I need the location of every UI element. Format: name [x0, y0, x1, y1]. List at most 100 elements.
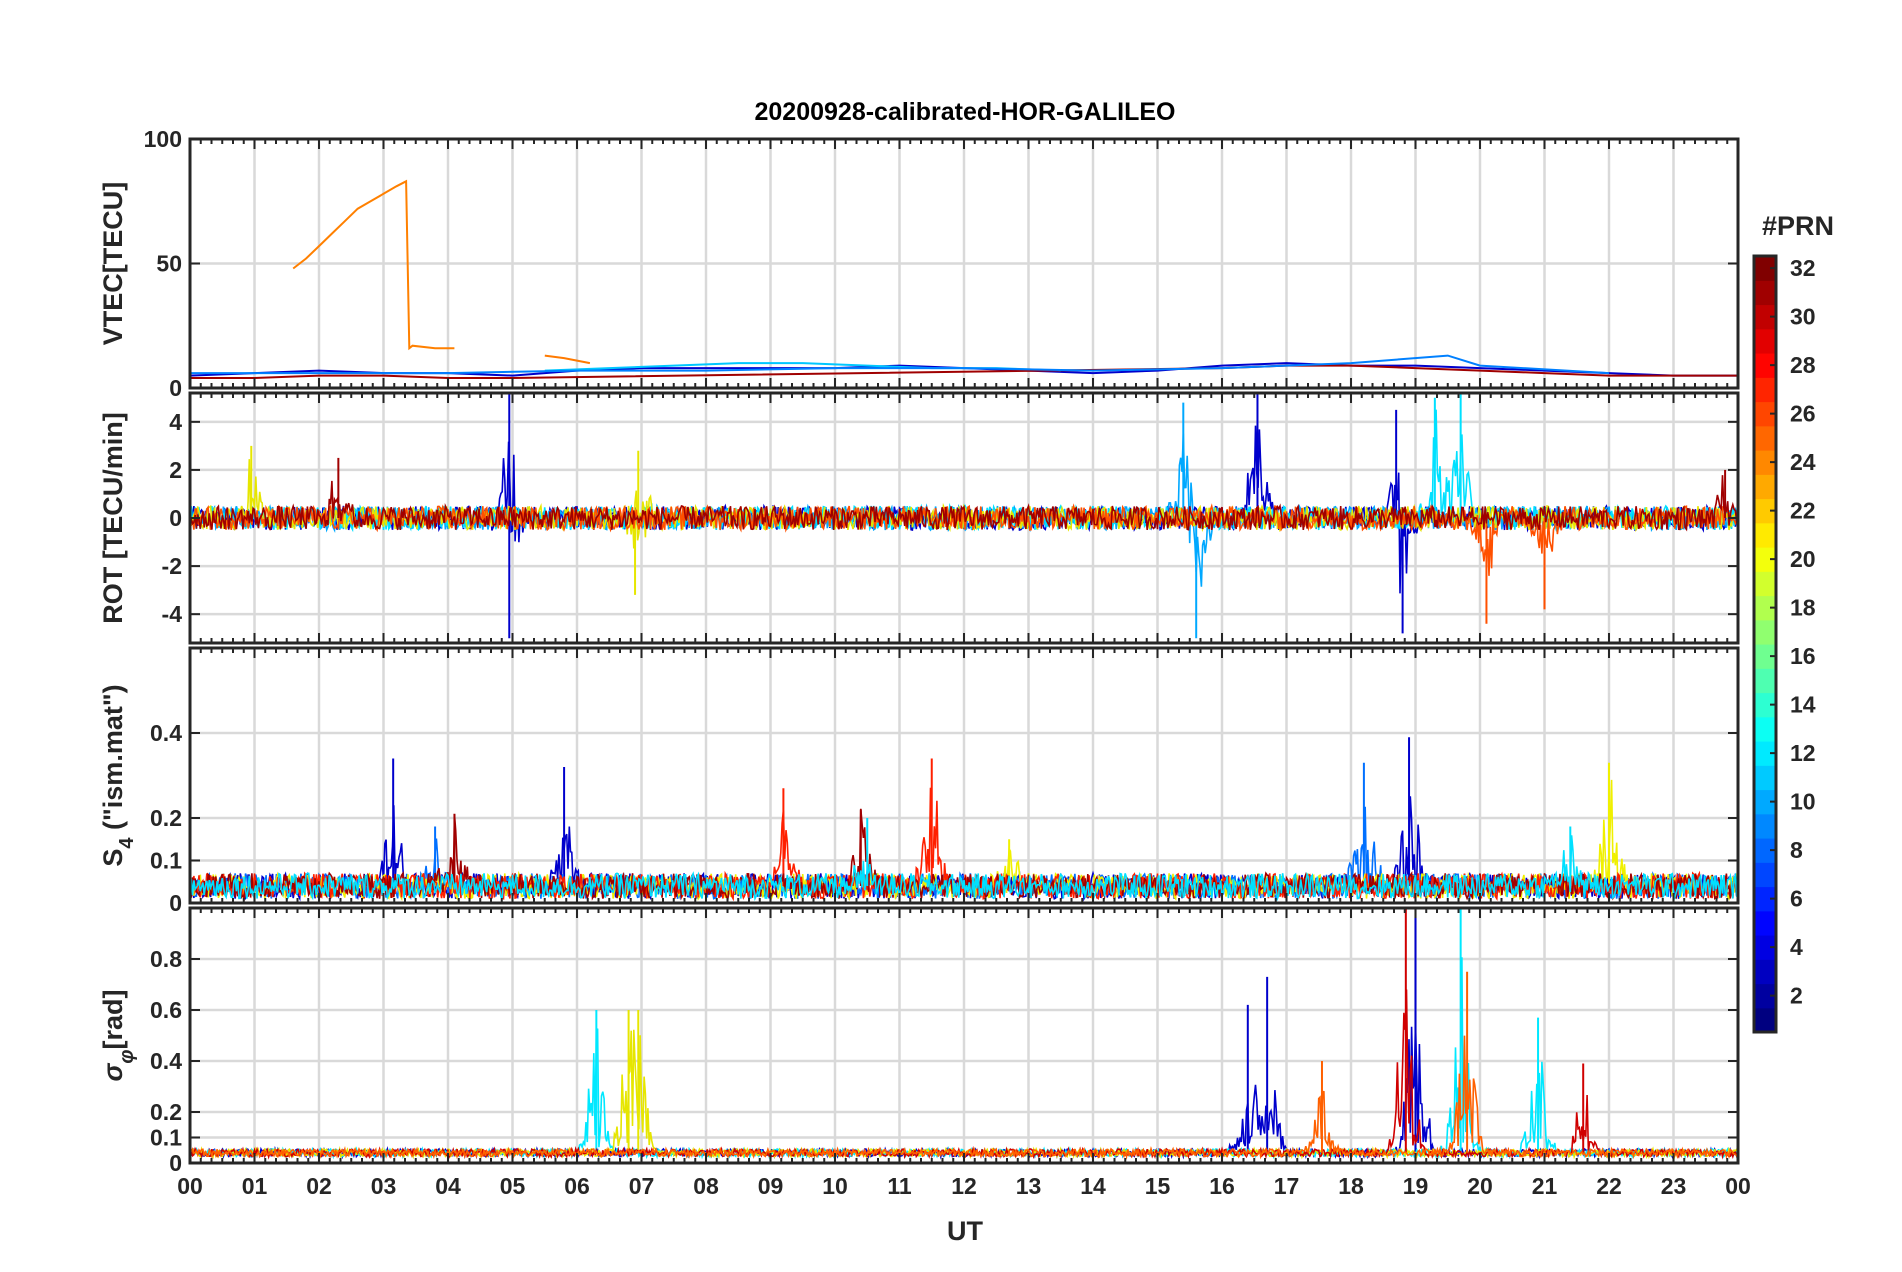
x-tick-label: 10 — [822, 1173, 848, 1199]
y-tick-label: 0 — [169, 1150, 182, 1176]
panel-s4: 0 0.1 0.2 0.4 S4 ("ism.mat") — [98, 646, 1740, 916]
y-tick-label: 0.2 — [150, 1099, 182, 1125]
colorbar-segment — [1754, 910, 1776, 936]
colorbar-tick-label: 16 — [1790, 643, 1816, 669]
y-tick-label: 0.1 — [150, 1125, 182, 1151]
panel-rot: -4 -2 0 2 4 ROT [TECU/min] — [98, 391, 1740, 645]
colorbar-segment — [1754, 644, 1776, 669]
colorbar-segment — [1754, 304, 1776, 330]
y-tick-label: 0.4 — [150, 720, 182, 746]
colorbar-tick-label: 12 — [1790, 740, 1816, 766]
x-tick-label: 01 — [242, 1173, 268, 1199]
x-tick-label: 20 — [1467, 1173, 1493, 1199]
colorbar-label: #PRN — [1762, 211, 1834, 241]
series-group — [190, 179, 1738, 379]
y-axis-label-rest: ("ism.mat") — [98, 684, 128, 837]
colorbar-segment — [1754, 668, 1776, 694]
x-tick-label: 02 — [306, 1173, 332, 1199]
series-line-prn-31 — [190, 475, 1738, 532]
y-axis-label-rest: [rad] — [98, 990, 128, 1050]
y-axis-label: VTEC[TECU] — [98, 182, 128, 346]
x-tick-label: 00 — [177, 1173, 203, 1199]
x-tick-label: 16 — [1209, 1173, 1235, 1199]
colorbar-tick-label: 14 — [1790, 692, 1816, 718]
y-tick-label: 100 — [144, 126, 182, 152]
colorbar-tick-label: 30 — [1790, 304, 1816, 330]
y-axis-label-sub: φ — [116, 1050, 138, 1064]
colorbar-segment — [1754, 959, 1776, 985]
colorbar-segment — [1754, 256, 1776, 281]
colorbar-tick-label: 6 — [1790, 886, 1803, 912]
colorbar-segment — [1754, 571, 1776, 597]
x-tick-label: 00 — [1725, 1173, 1751, 1199]
colorbar-segment — [1754, 1007, 1776, 1033]
colorbar-segment — [1754, 692, 1776, 718]
series-line-prn-9 — [190, 354, 1610, 375]
y-tick-label: 0 — [169, 375, 182, 401]
y-tick-label: 50 — [156, 251, 182, 277]
colorbar-segment — [1754, 450, 1776, 475]
x-tick-label: 12 — [951, 1173, 977, 1199]
colorbar-segment — [1754, 377, 1776, 403]
colorbar-tick-label: 4 — [1790, 934, 1803, 960]
series-group — [190, 908, 1738, 1160]
colorbar-segment — [1754, 280, 1776, 306]
panel-vtec: 0 50 100 VTEC[TECU] — [98, 126, 1740, 401]
y-tick-label: -4 — [162, 601, 183, 627]
colorbar-tick-label: 24 — [1790, 449, 1816, 475]
x-tick-label: 07 — [629, 1173, 655, 1199]
colorbar-tick-label: 10 — [1790, 789, 1816, 815]
y-tick-label: 2 — [169, 457, 182, 483]
colorbar-segment — [1754, 716, 1776, 742]
y-tick-label: 0.1 — [150, 848, 182, 874]
colorbar-tick-label: 32 — [1790, 255, 1816, 281]
colorbar-segment — [1754, 353, 1776, 378]
x-tick-label: 03 — [371, 1173, 397, 1199]
x-tick-label: 06 — [564, 1173, 590, 1199]
colorbar-tick-label: 26 — [1790, 401, 1816, 427]
panel-sigma_phi: 00.10.2 0.4 0.6 0.8 σφ[rad] — [98, 906, 1740, 1176]
colorbar-segment — [1754, 983, 1776, 1009]
series-line-prn-24 — [292, 179, 455, 351]
colorbar-segment — [1754, 862, 1776, 888]
x-tick-label: 23 — [1661, 1173, 1687, 1199]
colorbar-segment — [1754, 474, 1776, 500]
x-tick-label: 09 — [758, 1173, 784, 1199]
colorbar-segment — [1754, 547, 1776, 572]
y-tick-label: 0.8 — [150, 946, 182, 972]
x-axis-label: UT — [947, 1216, 983, 1246]
colorbar-tick-label: 22 — [1790, 498, 1816, 524]
y-tick-label: 0 — [169, 890, 182, 916]
colorbar-segment — [1754, 765, 1776, 791]
y-tick-label: -2 — [162, 553, 182, 579]
x-tick-label: 18 — [1338, 1173, 1364, 1199]
colorbar-tick-label: 28 — [1790, 352, 1816, 378]
y-axis-label: σφ[rad] — [98, 990, 138, 1082]
y-tick-label: 0.4 — [150, 1048, 182, 1074]
x-tick-label: 17 — [1274, 1173, 1300, 1199]
colorbar-segment — [1754, 328, 1776, 354]
y-axis-label-sub: 4 — [116, 837, 138, 849]
colorbar-segment — [1754, 838, 1776, 863]
series-line-prn-25 — [190, 1035, 1738, 1160]
colorbar-segment — [1754, 789, 1776, 815]
series-group — [190, 393, 1738, 639]
x-tick-label: 13 — [1016, 1173, 1042, 1199]
y-tick-label: 4 — [169, 409, 182, 435]
colorbar-tick-label: 2 — [1790, 983, 1803, 1009]
colorbar-tick-label: 8 — [1790, 837, 1803, 863]
series-line-prn-25 — [190, 503, 1738, 576]
y-tick-label: 0.2 — [150, 805, 182, 831]
x-tick-label: 11 — [887, 1173, 912, 1199]
x-tick-label: 21 — [1532, 1173, 1558, 1199]
chart-title: 20200928-calibrated-HOR-GALILEO — [755, 98, 1176, 126]
colorbar-segment — [1754, 935, 1776, 960]
x-tick-label: 05 — [500, 1173, 526, 1199]
colorbar-segment — [1754, 595, 1776, 621]
y-axis-label: ROT [TECU/min] — [98, 412, 128, 623]
y-axis-label-main: S — [98, 849, 128, 867]
